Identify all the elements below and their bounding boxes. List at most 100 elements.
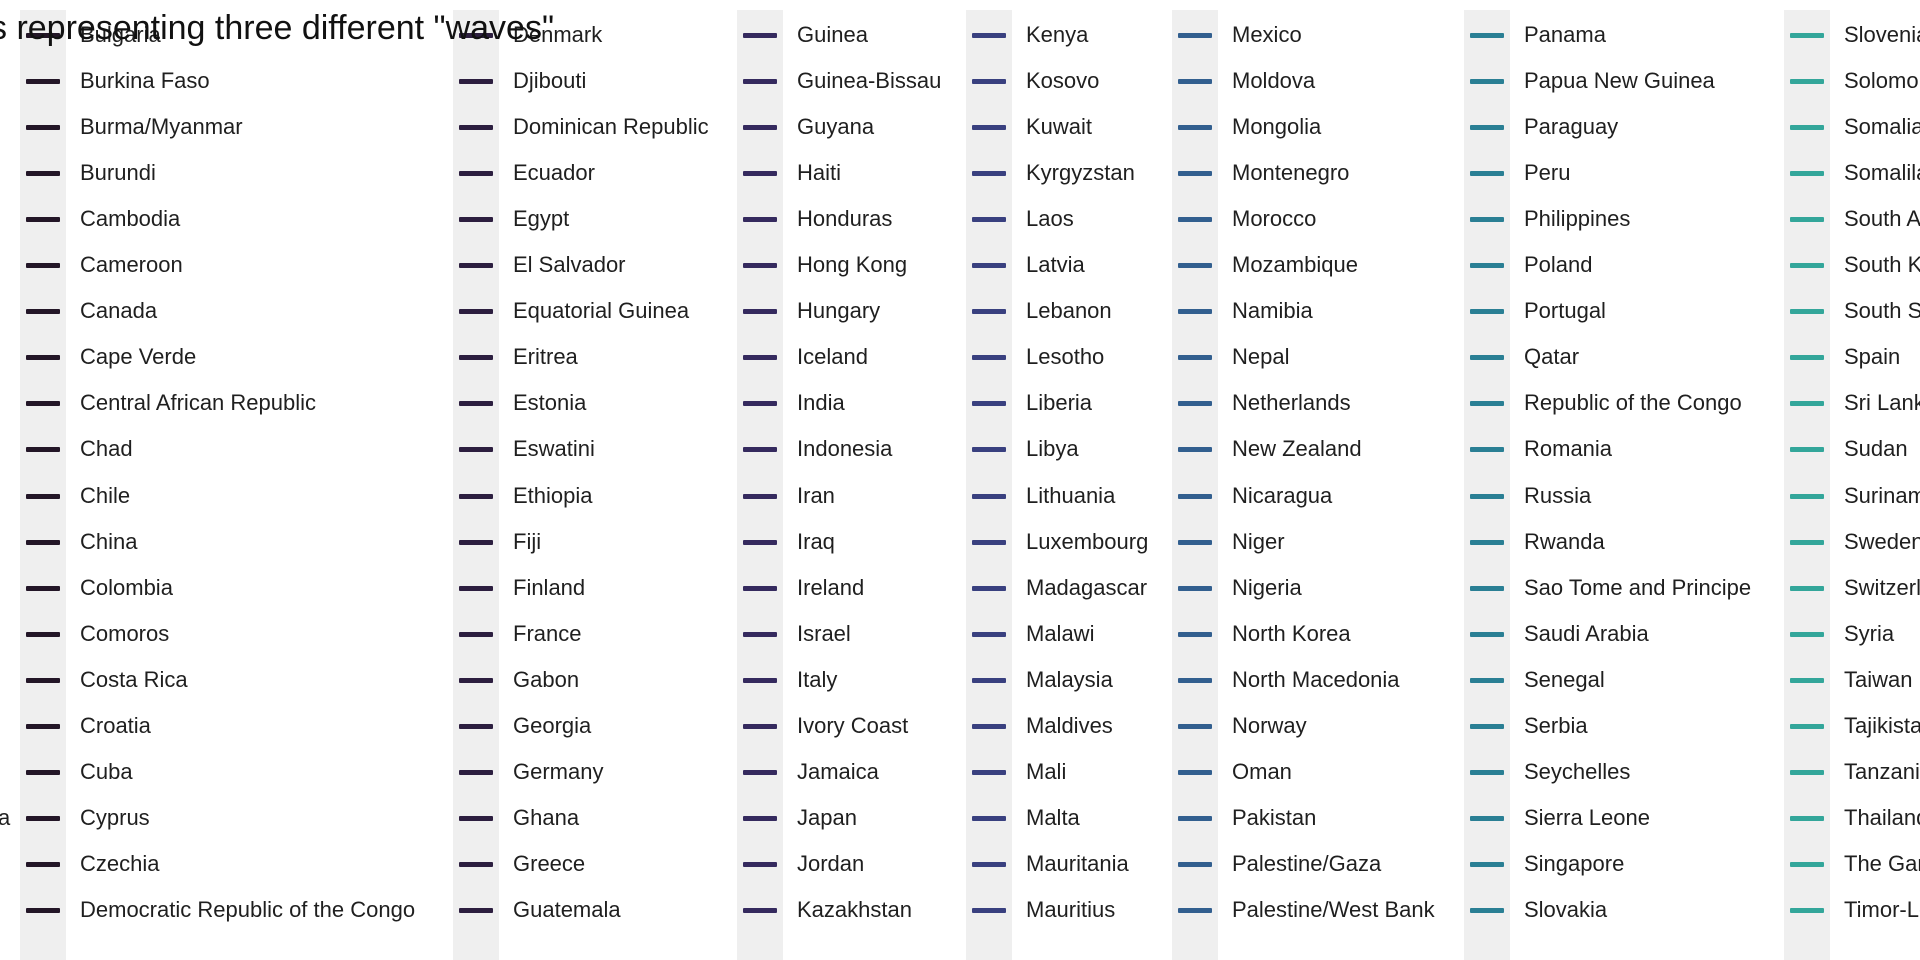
legend-label: Senegal <box>1524 666 1605 692</box>
legend-item: Latvia <box>966 250 1386 280</box>
legend-swatch-strip <box>1464 10 1510 960</box>
legend-line-swatch <box>1470 33 1504 38</box>
legend-item: Ethiopia <box>453 481 873 511</box>
legend-line-swatch <box>26 677 60 683</box>
legend-label: Iran <box>797 482 835 508</box>
legend-line-swatch <box>972 861 1006 867</box>
legend-label: Djibouti <box>513 68 587 94</box>
legend-line-swatch <box>1790 493 1824 499</box>
legend-line-swatch <box>1790 631 1824 637</box>
legend-item: Syria <box>1784 619 1920 649</box>
legend-item: Italy <box>737 665 1157 695</box>
legend-item: Palestine/Gaza <box>1172 849 1592 879</box>
legend-line-swatch <box>1470 815 1504 821</box>
legend-line-swatch <box>1178 355 1212 361</box>
legend-item: Sri Lanka <box>1784 388 1920 418</box>
legend-line-swatch <box>26 217 60 223</box>
legend-line-swatch <box>1470 309 1504 315</box>
legend-item: Slovenia <box>1784 20 1920 50</box>
legend-line-swatch <box>1470 493 1504 499</box>
legend-item: Moldova <box>1172 66 1592 96</box>
legend-label: Honduras <box>797 206 893 232</box>
legend-item: Libya <box>966 434 1386 464</box>
legend-item: Burma/Myanmar <box>20 112 440 142</box>
legend-label: Saudi Arabia <box>1524 620 1649 646</box>
legend-line-swatch <box>1178 309 1212 315</box>
legend-label: Syria <box>1844 620 1895 646</box>
legend-item: Mexico <box>1172 20 1592 50</box>
legend-label: China <box>80 528 138 554</box>
legend-line-swatch <box>26 125 60 131</box>
legend-line-swatch <box>1178 447 1212 453</box>
legend-line-swatch <box>26 447 60 453</box>
legend-line-swatch <box>459 125 493 131</box>
legend-item: Indonesia <box>737 434 1157 464</box>
legend-item: Paraguay <box>1464 112 1884 142</box>
legend-item: Central African Republic <box>20 388 440 418</box>
legend-line-swatch <box>459 263 493 269</box>
legend-line-swatch <box>26 263 60 269</box>
legend-label: Ghana <box>513 804 580 830</box>
legend-line-swatch <box>459 401 493 407</box>
legend-line-swatch <box>1470 907 1504 913</box>
legend-line-swatch <box>1470 401 1504 407</box>
legend-label: Eritrea <box>513 344 578 370</box>
legend-label: Denmark <box>513 22 603 47</box>
legend-item: Malaysia <box>966 665 1386 695</box>
legend-label: Somaliland <box>1844 160 1920 186</box>
legend-label: Serbia <box>1524 712 1588 738</box>
legend-item: Japan <box>737 803 1157 833</box>
legend-line-swatch <box>743 677 777 683</box>
legend-item: Lesotho <box>966 342 1386 372</box>
legend-label: Gabon <box>513 666 580 692</box>
legend-line-swatch <box>972 677 1006 683</box>
legend-item: Senegal <box>1464 665 1884 695</box>
legend-item: Greece <box>453 849 873 879</box>
legend-item: Croatia <box>20 711 440 741</box>
legend-item: Iran <box>737 481 1157 511</box>
legend-label: Ethiopia <box>513 482 593 508</box>
legend-item: Nigeria <box>1172 573 1592 603</box>
legend-item: Ivory Coast <box>737 711 1157 741</box>
legend-label: Mali <box>1026 758 1067 784</box>
legend-label: North Korea <box>1232 620 1351 646</box>
legend-label: Solomon Islands <box>1844 68 1920 94</box>
legend-item: South Africa <box>1784 204 1920 234</box>
legend-item: New Zealand <box>1172 434 1592 464</box>
legend-line-swatch <box>1790 907 1824 913</box>
legend-item: Costa Rica <box>20 665 440 695</box>
legend-label: North Macedonia <box>1232 666 1400 692</box>
legend-item: Equatorial Guinea <box>453 296 873 326</box>
legend-item: Eritrea <box>453 342 873 372</box>
legend-label: Bulgaria <box>80 22 161 47</box>
legend-item: Comoros <box>20 619 440 649</box>
legend-label: The Gambia <box>1844 850 1920 876</box>
legend-item: Egypt <box>453 204 873 234</box>
legend-label: Malawi <box>1026 620 1095 646</box>
legend-line-swatch <box>743 79 777 85</box>
legend-label: Guinea <box>797 22 868 47</box>
legend-label: Estonia <box>513 390 587 416</box>
legend-label: Moldova <box>1232 68 1316 94</box>
legend-label: Czechia <box>80 850 160 876</box>
legend-item: Kenya <box>966 20 1386 50</box>
legend-line-swatch <box>1790 33 1824 38</box>
legend-line-swatch <box>1470 677 1504 683</box>
legend-item: Tajikistan <box>1784 711 1920 741</box>
legend-item: Mongolia <box>1172 112 1592 142</box>
legend-line-swatch <box>972 355 1006 361</box>
legend-item: Morocco <box>1172 204 1592 234</box>
legend-label: Suriname <box>1844 482 1920 508</box>
legend-label: Canada <box>80 298 158 324</box>
legend-item: Mozambique <box>1172 250 1592 280</box>
legend-line-swatch <box>1470 171 1504 177</box>
legend-item: Burundi <box>20 158 440 188</box>
legend-label: Italy <box>797 666 838 692</box>
legend-item: South Sudan <box>1784 296 1920 326</box>
legend-label: Sweden <box>1844 528 1920 554</box>
legend-line-swatch <box>1470 769 1504 775</box>
legend-label: Greece <box>513 850 586 876</box>
legend-item: Israel <box>737 619 1157 649</box>
legend-item: France <box>453 619 873 649</box>
